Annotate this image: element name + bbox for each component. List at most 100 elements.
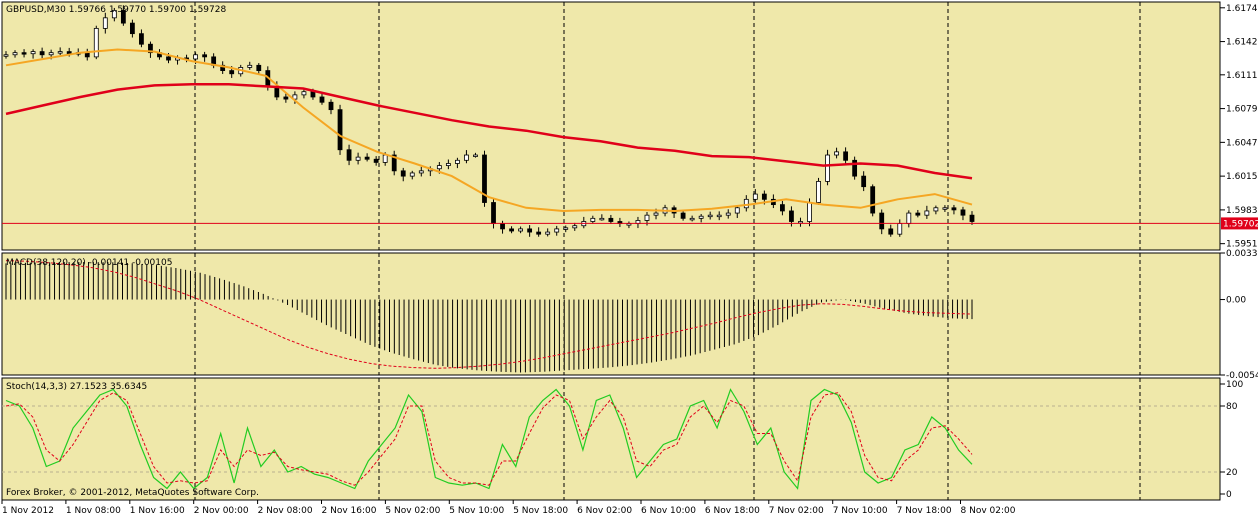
last-price-label: 1.59702 xyxy=(1223,219,1258,229)
candle-body xyxy=(139,33,144,45)
candle-body xyxy=(455,159,460,164)
candle-body xyxy=(743,198,749,209)
macd-title: MACD(38,120,20) -0.00141 -0.00105 xyxy=(6,258,172,268)
candle-body xyxy=(716,214,722,218)
candle-body xyxy=(906,212,912,225)
candle-body xyxy=(834,151,839,156)
candle-body xyxy=(57,51,63,54)
price-tick-label: 1.61425 xyxy=(1226,38,1258,48)
candle-body xyxy=(816,181,821,203)
time-tick-label: 1 Nov 2012 xyxy=(2,506,54,516)
price-pane[interactable] xyxy=(2,5,1220,237)
candle-body xyxy=(436,165,442,170)
time-tick-label: 6 Nov 02:00 xyxy=(577,506,632,516)
candle-body xyxy=(608,217,614,222)
candle-body xyxy=(599,217,605,221)
stoch-tick-label: 100 xyxy=(1226,380,1243,390)
candle-body xyxy=(500,223,505,230)
candle-body xyxy=(391,154,397,172)
stoch-tick-label: 80 xyxy=(1226,402,1238,412)
candle-body xyxy=(12,52,18,56)
candle-body xyxy=(129,22,135,35)
candle-body xyxy=(725,212,731,216)
price-tick-label: 1.61745 xyxy=(1226,4,1258,14)
candle-body xyxy=(256,64,262,71)
candle-body xyxy=(897,223,903,235)
price-axis: 1.61745 1.61425 1.61110 1.60790 1.60470 1.601… xyxy=(1220,4,1258,500)
candle-body xyxy=(698,215,704,219)
stoch-signal-line xyxy=(5,392,973,486)
macd-pane[interactable] xyxy=(5,260,973,373)
candle-body xyxy=(491,202,496,225)
candle-body xyxy=(346,149,352,161)
candle-body xyxy=(409,172,415,177)
candle-body xyxy=(30,51,36,55)
time-tick-label: 2 Nov 00:00 xyxy=(194,506,249,516)
candle-body xyxy=(870,186,876,214)
candle-body xyxy=(482,154,487,203)
candle-body xyxy=(734,207,740,214)
candle-body xyxy=(942,207,948,210)
candle-body xyxy=(364,156,370,160)
time-tick-label: 2 Nov 16:00 xyxy=(322,506,377,516)
candle-body xyxy=(93,27,99,58)
price-tick-label: 1.60470 xyxy=(1226,138,1258,148)
macd-pane-frame xyxy=(1,252,1221,376)
stoch-tick-label: 0 xyxy=(1226,490,1232,500)
candle-body xyxy=(21,52,27,55)
candle-body xyxy=(120,10,126,24)
candle-body xyxy=(789,210,794,222)
candle-body xyxy=(933,207,939,212)
macd-signal-line xyxy=(5,260,973,369)
stoch-title: Stoch(14,3,3) 27.1523 35.6345 xyxy=(6,382,147,392)
candle-body xyxy=(400,170,406,177)
time-tick-label: 5 Nov 10:00 xyxy=(449,506,504,516)
candle-body xyxy=(247,64,253,68)
candle-body xyxy=(807,202,812,222)
candle-body xyxy=(969,214,975,222)
candle-body xyxy=(780,204,785,212)
candle-body xyxy=(84,52,90,58)
candle-body xyxy=(283,96,289,100)
stoch-main-line xyxy=(5,388,973,490)
candle-body xyxy=(915,212,921,216)
candle-body xyxy=(518,228,523,232)
price-tick-label: 1.59510 xyxy=(1226,240,1258,250)
candle-body xyxy=(301,91,307,96)
candle-body xyxy=(798,221,803,224)
candle-body xyxy=(355,156,361,161)
candle-body xyxy=(373,158,379,163)
candle-body xyxy=(527,228,533,233)
candle-body xyxy=(220,64,226,71)
price-tick-label: 1.61110 xyxy=(1226,71,1258,81)
candle-body xyxy=(843,151,849,161)
candle-body xyxy=(861,175,867,188)
candle-body xyxy=(418,170,424,174)
candle-body xyxy=(852,159,858,177)
candle-body xyxy=(761,193,767,200)
candle-body xyxy=(951,207,957,211)
candle-body xyxy=(229,70,235,75)
candle-body xyxy=(689,217,695,221)
macd-tick-label: 0.00335 xyxy=(1226,249,1258,259)
candle-body xyxy=(825,154,830,182)
time-tick-label: 7 Nov 02:00 xyxy=(769,506,824,516)
stochastic-pane[interactable] xyxy=(2,388,1220,490)
candle-body xyxy=(879,212,885,230)
candle-body xyxy=(752,193,758,200)
ma-fast-line xyxy=(5,48,973,213)
candle-body xyxy=(924,210,930,216)
stoch-pane-frame xyxy=(1,377,1221,501)
candle-body xyxy=(3,54,9,57)
candle-body xyxy=(102,17,108,29)
time-tick-label: 7 Nov 18:00 xyxy=(897,506,952,516)
time-tick-label: 2 Nov 08:00 xyxy=(258,506,313,516)
time-tick-label: 8 Nov 02:00 xyxy=(961,506,1016,516)
candle-body xyxy=(202,54,208,58)
candle-body xyxy=(680,212,686,219)
time-tick-label: 6 Nov 18:00 xyxy=(705,506,760,516)
candle-body xyxy=(319,96,325,103)
candle-body xyxy=(166,56,171,61)
candle-body xyxy=(337,109,343,151)
